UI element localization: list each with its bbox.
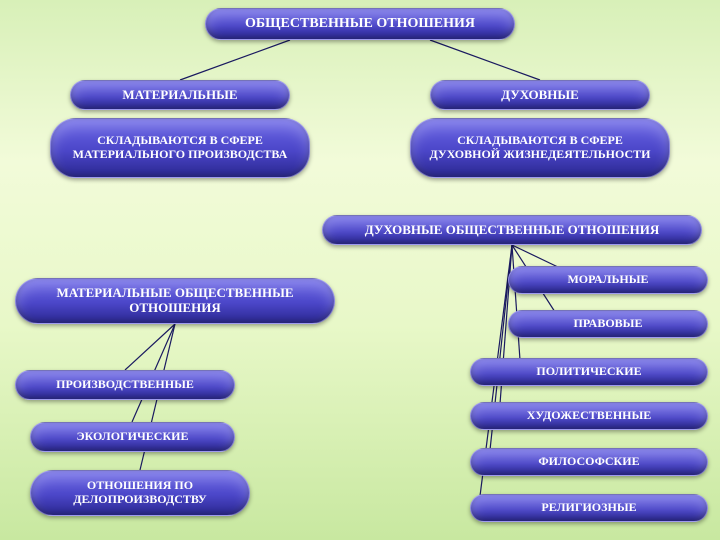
node-duh-header: ДУХОВНЫЕ ОБЩЕСТВЕННЫЕ ОТНОШЕНИЯ xyxy=(322,215,702,245)
node-rel: РЕЛИГИОЗНЫЕ xyxy=(470,494,708,522)
node-duh-desc: СКЛАДЫВАЮТСЯ В СФЕРЕ ДУХОВНОЙ ЖИЗНЕДЕЯТЕ… xyxy=(410,118,670,178)
node-mat-desc: СКЛАДЫВАЮТСЯ В СФЕРЕ МАТЕРИАЛЬНОГО ПРОИЗ… xyxy=(50,118,310,178)
node-mat-header: МАТЕРИАЛЬНЫЕ ОБЩЕСТВЕННЫЕ ОТНОШЕНИЯ xyxy=(15,278,335,324)
node-prav: ПРАВОВЫЕ xyxy=(508,310,708,338)
node-delo: ОТНОШЕНИЯ ПО ДЕЛОПРОИЗВОДСТВУ xyxy=(30,470,250,516)
node-root: ОБЩЕСТВЕННЫЕ ОТНОШЕНИЯ xyxy=(205,8,515,40)
node-fil: ФИЛОСОФСКИЕ xyxy=(470,448,708,476)
node-duh: ДУХОВНЫЕ xyxy=(430,80,650,110)
node-polit: ПОЛИТИЧЕСКИЕ xyxy=(470,358,708,386)
node-proizv: ПРОИЗВОДСТВЕННЫЕ xyxy=(15,370,235,400)
node-moral: МОРАЛЬНЫЕ xyxy=(508,266,708,294)
node-mat: МАТЕРИАЛЬНЫЕ xyxy=(70,80,290,110)
node-ekol: ЭКОЛОГИЧЕСКИЕ xyxy=(30,422,235,452)
node-hud: ХУДОЖЕСТВЕННЫЕ xyxy=(470,402,708,430)
